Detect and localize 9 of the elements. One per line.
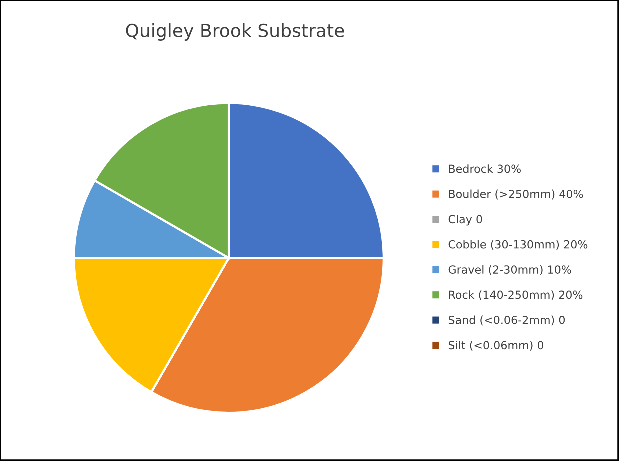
legend-label: Bedrock 30% — [449, 164, 521, 174]
legend-label: Gravel (2-30mm) 10% — [448, 265, 572, 276]
legend-label: Boulder (>250mm) 40% — [449, 190, 584, 200]
legend-label: Rock (140-250mm) 20% — [449, 290, 583, 300]
chart-title: Quigley Brook Substrate — [126, 24, 344, 42]
legend-label: Sand (<0.06-2mm) 0 — [448, 316, 566, 326]
legend-label: Clay 0 — [448, 214, 482, 226]
legend-label: Silt (<0.06mm) 0 — [448, 340, 544, 351]
legend-label: Cobble (30-130mm) 20% — [448, 240, 588, 250]
